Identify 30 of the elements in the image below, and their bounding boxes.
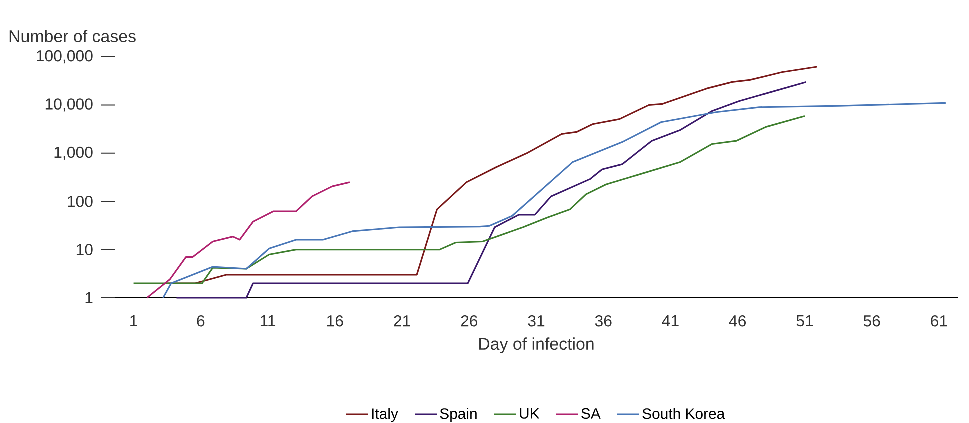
- x-axis-title: Day of infection: [480, 338, 594, 354]
- legend-label: UK: [520, 408, 540, 419]
- x-tick-label: 6: [197, 315, 205, 327]
- x-tick-label: 11: [260, 315, 276, 326]
- x-tick-label: 61: [931, 315, 948, 327]
- legend-label: Italy: [372, 408, 398, 422]
- line-series: [146, 182, 351, 299]
- legend-label: South Korea: [642, 408, 726, 420]
- x-tick-label: 51: [796, 315, 814, 327]
- y-tick-label: 10,000: [46, 98, 93, 112]
- x-tick-label: 46: [729, 315, 746, 327]
- x-tick-label: 1: [130, 315, 138, 326]
- x-tick-label: 56: [864, 315, 880, 327]
- y-tick-label: 10: [76, 244, 93, 256]
- legend-label: SA: [582, 408, 601, 419]
- y-tick-label: 1: [86, 292, 93, 304]
- x-tick-label: 21: [394, 315, 410, 327]
- line-series: [176, 81, 808, 299]
- line-series: [162, 102, 947, 299]
- x-tick-label: 36: [595, 315, 612, 327]
- legend-label: Spain: [440, 408, 477, 422]
- y-tick-label: 100,000: [37, 50, 93, 64]
- line-series: [132, 115, 806, 284]
- x-tick-label: 26: [461, 315, 478, 327]
- y-axis-title: Number of cases: [10, 30, 136, 42]
- y-tick-label: 1,000: [54, 146, 93, 160]
- x-tick-label: 16: [328, 315, 344, 327]
- x-tick-label: 41: [662, 315, 679, 326]
- y-tick-label: 100: [68, 196, 93, 208]
- x-tick-label: 31: [528, 315, 545, 327]
